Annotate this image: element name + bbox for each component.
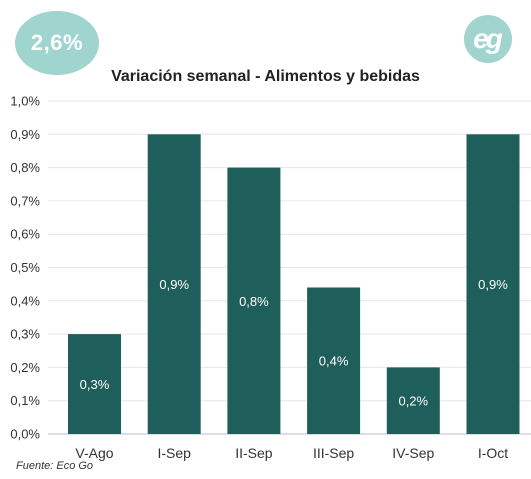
data-label: 0,9% xyxy=(159,277,189,292)
data-label: 0,9% xyxy=(478,277,508,292)
source-note: Fuente: Eco Go xyxy=(16,460,94,472)
label-layer: 0,0% 0,1% 0,2% 0,3% 0,4% 0,5% 0,6% 0,7% 0,8% 0,9%… xyxy=(10,94,508,462)
data-label: 0,4% xyxy=(319,354,349,369)
y-tick-label: 0,7% xyxy=(10,193,40,208)
bar-ii-sep xyxy=(227,167,281,434)
y-tick-label: 0,0% xyxy=(10,427,40,442)
y-tick-label: 0,1% xyxy=(10,393,40,408)
data-label: 0,8% xyxy=(239,294,269,309)
y-tick-label: 0,5% xyxy=(10,260,40,275)
grid-layer xyxy=(48,100,531,435)
data-label: 0,3% xyxy=(80,377,110,392)
x-tick-label: III-Sep xyxy=(313,445,354,461)
y-tick-label: 0,6% xyxy=(10,227,40,242)
x-tick-label: I-Sep xyxy=(157,445,191,461)
bar-i-sep xyxy=(147,134,201,435)
y-tick-label: 0,4% xyxy=(10,293,40,308)
bar-layer xyxy=(68,134,520,435)
x-tick-label: V-Ago xyxy=(75,445,113,461)
bar-v-ago xyxy=(68,334,121,434)
y-tick-label: 0,9% xyxy=(10,127,40,142)
x-tick-label: I-Oct xyxy=(478,445,508,461)
y-tick-label: 1,0% xyxy=(10,94,40,109)
headline-value: 2,6% xyxy=(30,30,84,55)
y-tick-label: 0,2% xyxy=(10,360,40,375)
chart-title: Variación semanal - Alimentos y bebidas xyxy=(111,68,420,85)
bar-iv-sep xyxy=(386,367,440,434)
data-label: 0,2% xyxy=(398,394,428,409)
headline-badge: 2,6% xyxy=(15,11,99,75)
x-tick-label: II-Sep xyxy=(235,445,273,461)
eco-go-logo-icon: eg xyxy=(464,15,512,63)
y-tick-label: 0,3% xyxy=(10,327,40,342)
bar-iii-sep xyxy=(307,287,361,434)
logo-text: eg xyxy=(473,23,503,54)
x-tick-label: IV-Sep xyxy=(392,445,434,461)
bar-i-oct xyxy=(466,134,520,435)
y-tick-label: 0,8% xyxy=(10,160,40,175)
